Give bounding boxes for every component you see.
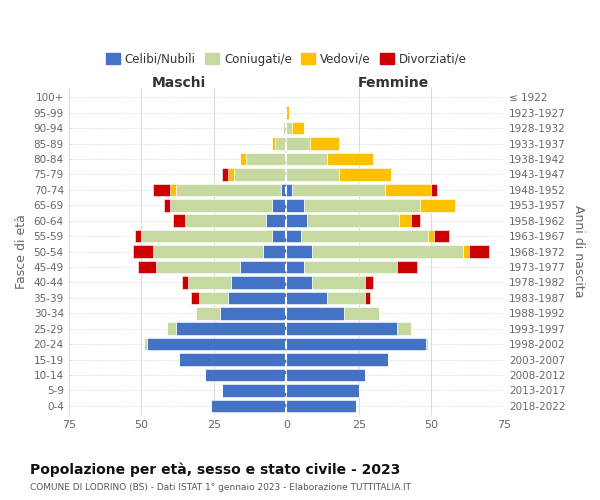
Bar: [286, 368, 365, 382]
Bar: [173, 214, 185, 227]
Bar: [179, 354, 286, 366]
Bar: [144, 338, 147, 350]
Bar: [196, 307, 220, 320]
Text: Popolazione per età, sesso e stato civile - 2023: Popolazione per età, sesso e stato civil…: [30, 462, 400, 477]
Bar: [234, 168, 286, 180]
Bar: [397, 260, 417, 274]
Bar: [139, 260, 156, 274]
Bar: [170, 199, 272, 211]
Bar: [365, 276, 373, 289]
Bar: [156, 260, 240, 274]
Bar: [240, 152, 245, 166]
Bar: [286, 260, 304, 274]
Bar: [469, 245, 490, 258]
Bar: [167, 322, 176, 335]
Bar: [286, 292, 327, 304]
Bar: [266, 214, 286, 227]
Bar: [428, 230, 434, 242]
Bar: [199, 292, 228, 304]
Bar: [425, 338, 428, 350]
Y-axis label: Fasce di età: Fasce di età: [15, 214, 28, 289]
Bar: [223, 168, 228, 180]
Bar: [286, 307, 344, 320]
Y-axis label: Anni di nascita: Anni di nascita: [572, 206, 585, 298]
Bar: [344, 307, 379, 320]
Bar: [434, 230, 449, 242]
Bar: [431, 184, 437, 196]
Bar: [286, 152, 327, 166]
Bar: [397, 322, 411, 335]
Bar: [205, 368, 286, 382]
Bar: [400, 214, 411, 227]
Bar: [365, 292, 370, 304]
Bar: [185, 214, 266, 227]
Bar: [133, 245, 153, 258]
Bar: [286, 276, 313, 289]
Bar: [327, 152, 373, 166]
Bar: [141, 230, 272, 242]
Bar: [263, 245, 286, 258]
Bar: [307, 214, 400, 227]
Bar: [286, 184, 292, 196]
Bar: [170, 184, 176, 196]
Bar: [153, 245, 263, 258]
Bar: [313, 245, 463, 258]
Bar: [327, 292, 365, 304]
Bar: [286, 106, 289, 119]
Bar: [176, 184, 281, 196]
Bar: [286, 245, 313, 258]
Bar: [176, 322, 286, 335]
Bar: [313, 276, 365, 289]
Bar: [286, 230, 301, 242]
Bar: [411, 214, 420, 227]
Bar: [153, 184, 170, 196]
Bar: [281, 184, 286, 196]
Bar: [211, 400, 286, 412]
Bar: [272, 199, 286, 211]
Bar: [272, 230, 286, 242]
Bar: [286, 168, 338, 180]
Bar: [188, 276, 231, 289]
Bar: [292, 122, 304, 134]
Bar: [286, 338, 425, 350]
Bar: [182, 276, 188, 289]
Text: Femmine: Femmine: [358, 76, 429, 90]
Bar: [228, 168, 234, 180]
Bar: [304, 260, 397, 274]
Bar: [286, 122, 292, 134]
Bar: [286, 400, 356, 412]
Bar: [228, 292, 286, 304]
Bar: [283, 122, 286, 134]
Text: Maschi: Maschi: [152, 76, 206, 90]
Bar: [286, 384, 359, 397]
Bar: [286, 214, 307, 227]
Bar: [338, 168, 391, 180]
Legend: Celibi/Nubili, Coniugati/e, Vedovi/e, Divorziati/e: Celibi/Nubili, Coniugati/e, Vedovi/e, Di…: [101, 48, 472, 70]
Bar: [191, 292, 199, 304]
Bar: [240, 260, 286, 274]
Bar: [164, 199, 170, 211]
Text: COMUNE DI LODRINO (BS) - Dati ISTAT 1° gennaio 2023 - Elaborazione TUTTITALIA.IT: COMUNE DI LODRINO (BS) - Dati ISTAT 1° g…: [30, 482, 411, 492]
Bar: [220, 307, 286, 320]
Bar: [286, 354, 388, 366]
Bar: [147, 338, 286, 350]
Bar: [292, 184, 385, 196]
Bar: [272, 137, 275, 150]
Bar: [304, 199, 420, 211]
Bar: [245, 152, 286, 166]
Bar: [385, 184, 431, 196]
Bar: [136, 230, 141, 242]
Bar: [286, 322, 397, 335]
Bar: [275, 137, 286, 150]
Bar: [301, 230, 428, 242]
Bar: [223, 384, 286, 397]
Bar: [420, 199, 455, 211]
Bar: [286, 199, 304, 211]
Bar: [310, 137, 338, 150]
Bar: [231, 276, 286, 289]
Bar: [463, 245, 469, 258]
Bar: [286, 137, 310, 150]
